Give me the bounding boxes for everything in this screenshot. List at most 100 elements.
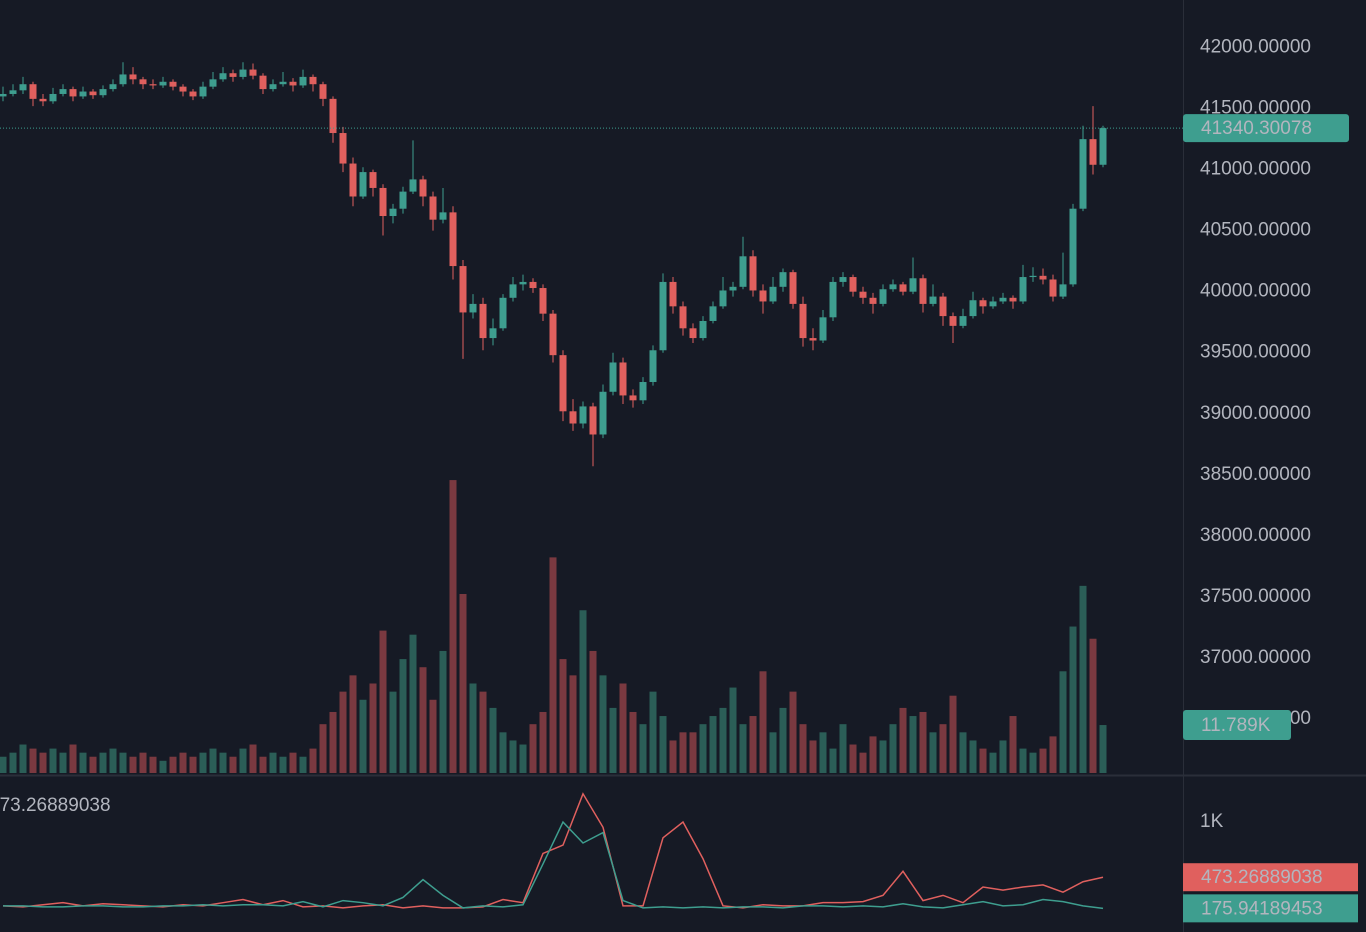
indicator-label: 473.26889038 (1201, 867, 1323, 888)
volume-bar (279, 756, 287, 773)
volume-bar (139, 752, 147, 773)
volume-bar (519, 744, 527, 773)
volume-bar (679, 732, 687, 773)
candle-body (559, 355, 567, 412)
candle-body (409, 179, 417, 192)
volume-bar (399, 659, 407, 773)
volume-bar (539, 711, 547, 773)
candle-body (579, 406, 587, 424)
candle-body (919, 278, 927, 304)
candle-body (639, 382, 647, 401)
candle-body (699, 320, 707, 339)
volume-bar (109, 748, 117, 773)
volume-bar (389, 691, 397, 773)
candle-body (869, 297, 877, 304)
candle-body (829, 281, 837, 318)
candle-body (959, 316, 967, 326)
volume-bar (759, 671, 767, 773)
volume-bar (509, 740, 517, 773)
y-tick-label: 38500.00000 (1200, 464, 1311, 485)
volume-bar (689, 732, 697, 773)
indicator-legend-value: 473.26889038 (0, 795, 111, 816)
volume-bar (99, 752, 107, 773)
volume-bar (469, 683, 477, 773)
candle-body (329, 98, 337, 134)
volume-bar (79, 752, 87, 773)
volume-bar (269, 752, 277, 773)
candle-body (69, 89, 77, 97)
candle-body (969, 300, 977, 317)
candle-body (659, 281, 667, 351)
volume-bar (639, 724, 647, 773)
volume-bar (589, 650, 597, 773)
candle-body (689, 328, 697, 339)
candle-body (199, 86, 207, 97)
volume-bar (249, 744, 257, 773)
candle-body (1079, 139, 1087, 209)
candle-body (209, 79, 217, 87)
volume-bar (659, 716, 667, 773)
badges: 41340.30078 11.789K 473.26889038 175.941894… (1183, 114, 1358, 923)
volume-bar (859, 752, 867, 773)
candle-body (599, 391, 607, 435)
volume-bar (809, 740, 817, 773)
candle-body (649, 350, 657, 383)
candle-body (469, 303, 477, 313)
volume-bar (1089, 638, 1097, 773)
volume-bar (779, 707, 787, 773)
candle-body (609, 362, 617, 392)
volume-bar (1019, 748, 1027, 773)
candle-body (709, 306, 717, 321)
volume-bar (179, 752, 187, 773)
candle-body (129, 74, 137, 80)
volume-bar (259, 756, 267, 773)
volume-bar (729, 687, 737, 773)
candle-body (729, 286, 737, 291)
candle-body (99, 89, 107, 96)
volume-bar (309, 748, 317, 773)
indicator-line (3, 820, 1104, 910)
candle-body (429, 196, 437, 220)
candle-body (1019, 277, 1027, 302)
y-tick-label: 42000.00000 (1200, 37, 1311, 58)
last-price-label: 41340.30078 (1201, 118, 1312, 139)
volume-bar (439, 650, 447, 773)
candle-body (339, 133, 347, 164)
candle-body (839, 277, 847, 282)
candle-body (629, 395, 637, 401)
candle-body (979, 300, 987, 307)
volume-bar (209, 748, 217, 773)
candle-body (139, 79, 147, 85)
candle-body (879, 289, 887, 304)
candle-body (369, 172, 377, 188)
volume-bar (959, 732, 967, 773)
candle-body (749, 256, 757, 291)
candle-body (719, 290, 727, 307)
candle-body (49, 93, 57, 102)
volume-bar (769, 732, 777, 773)
candle-body (589, 406, 597, 435)
candle-body (449, 212, 457, 267)
volume-bar (879, 740, 887, 773)
volume-bar (429, 699, 437, 773)
candle-body (179, 86, 187, 92)
volume-bar (329, 711, 337, 773)
candle-body (859, 291, 867, 298)
indicator-label: 175.94189453 (1201, 898, 1323, 919)
candle-body (39, 98, 47, 102)
volume-bar (839, 724, 847, 773)
volume-bar (669, 740, 677, 773)
volume-bar (529, 724, 537, 773)
volume-bar (9, 752, 17, 773)
candle-body (1029, 275, 1037, 278)
volume-bar (189, 756, 197, 773)
volume-label: 11.789K (1201, 715, 1271, 736)
candle-body (79, 91, 87, 97)
volume-bar (199, 752, 207, 773)
volume-bar (1029, 752, 1037, 773)
candle-body (459, 266, 467, 313)
candle-body (739, 256, 747, 287)
volume-bar (699, 724, 707, 773)
